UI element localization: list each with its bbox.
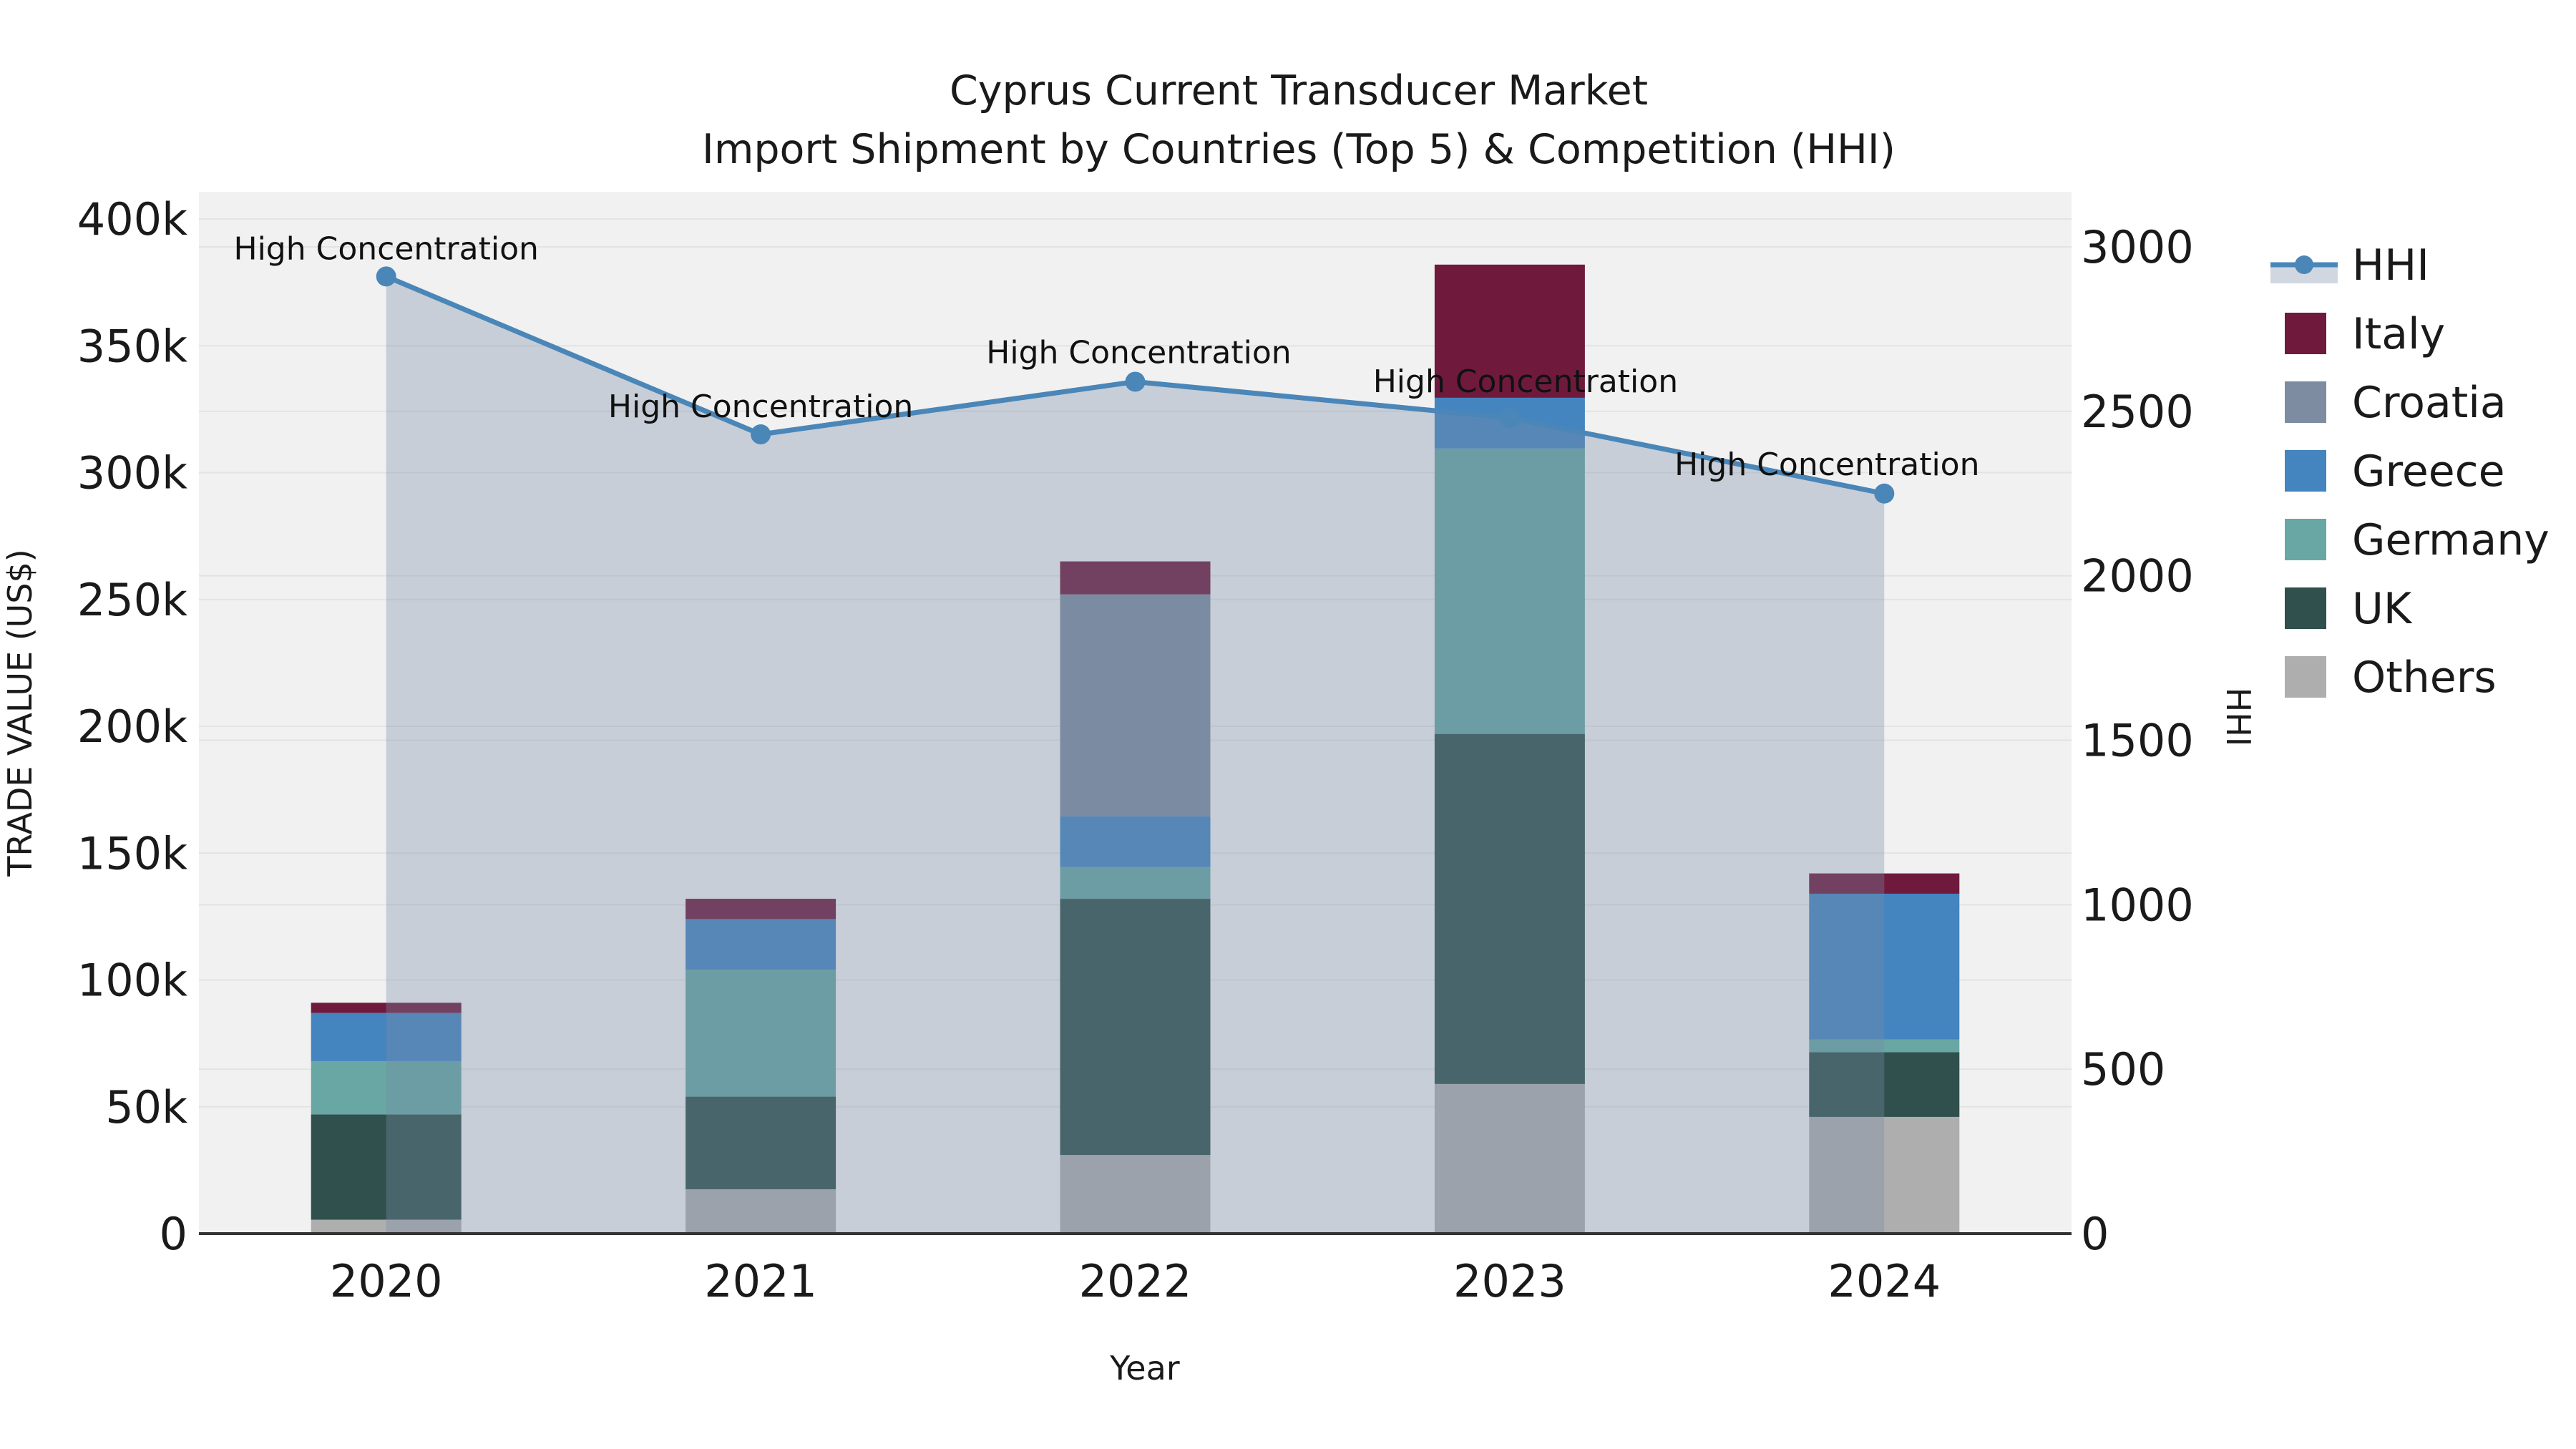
y-right-tick-label-3000: 3000 xyxy=(2081,221,2194,273)
annotation-2024: High Concentration xyxy=(1674,447,1979,483)
y-left-tick-label-150k: 150k xyxy=(77,827,187,879)
x-tick-label-2024: 2024 xyxy=(1828,1255,1941,1307)
bar-segment-others-2023 xyxy=(1434,1083,1585,1234)
bars-group xyxy=(311,264,1960,1234)
bar-segment-italy-2023 xyxy=(1434,264,1585,398)
bar-segment-croatia-2022 xyxy=(1060,594,1211,816)
bar-segment-others-2022 xyxy=(1060,1155,1211,1234)
bar-segment-others-2024 xyxy=(1809,1116,1960,1234)
legend-label-italy: Italy xyxy=(2352,309,2445,359)
legend-item-hhi: HHI xyxy=(2270,240,2429,291)
y-right-tick-label-1000: 1000 xyxy=(2081,879,2194,931)
chart-render-root: High Concentration High Concentration High… xyxy=(77,192,2550,1307)
chart-title-line1: Cyprus Current Transducer Market xyxy=(950,67,1648,114)
legend-item-germany: Germany xyxy=(2285,515,2550,565)
legend-label-germany: Germany xyxy=(2352,515,2550,565)
y-left-tick-label-200k: 200k xyxy=(77,701,187,753)
bar-segment-greece-2022 xyxy=(1060,816,1211,867)
bar-segment-greece-2021 xyxy=(686,919,836,970)
chart-title-line2: Import Shipment by Countries (Top 5) & C… xyxy=(702,126,1896,173)
legend-swatch-germany xyxy=(2285,519,2326,560)
hhi-marker-2022 xyxy=(1125,371,1146,392)
y-right-tick-label-2000: 2000 xyxy=(2081,550,2194,602)
y-left-tick-label-350k: 350k xyxy=(77,320,187,372)
bar-segment-uk-2020 xyxy=(311,1114,462,1220)
legend-item-italy: Italy xyxy=(2285,309,2445,359)
y-left-tick-label-300k: 300k xyxy=(77,447,187,499)
bar-segment-uk-2023 xyxy=(1434,733,1585,1084)
legend-swatch-italy xyxy=(2285,313,2326,354)
bar-segment-germany-2022 xyxy=(1060,867,1211,899)
x-tick-label-2020: 2020 xyxy=(330,1255,443,1307)
x-axis-title: Year xyxy=(1109,1349,1179,1387)
annotation-2022: High Concentration xyxy=(986,334,1291,371)
legend-item-uk: UK xyxy=(2285,584,2413,634)
legend-label-uk: UK xyxy=(2352,584,2413,634)
bar-segment-germany-2021 xyxy=(686,970,836,1097)
hhi-marker-2021 xyxy=(751,424,771,445)
bar-segment-uk-2021 xyxy=(686,1096,836,1189)
legend-label-hhi: HHI xyxy=(2352,240,2429,291)
hhi-marker-2023 xyxy=(1499,408,1520,429)
y-left-tick-label-400k: 400k xyxy=(77,193,187,245)
legend-item-others: Others xyxy=(2285,653,2497,703)
bar-segment-uk-2022 xyxy=(1060,899,1211,1156)
legend-item-greece: Greece xyxy=(2285,447,2505,497)
y-left-tick-label-100k: 100k xyxy=(77,955,187,1007)
bar-segment-germany-2024 xyxy=(1809,1039,1960,1053)
x-tick-label-2023: 2023 xyxy=(1453,1255,1566,1307)
bar-segment-germany-2023 xyxy=(1434,448,1585,734)
bar-segment-greece-2020 xyxy=(311,1013,462,1061)
legend-label-greece: Greece xyxy=(2352,447,2505,497)
x-tick-label-2021: 2021 xyxy=(704,1255,817,1307)
legend-swatch-croatia xyxy=(2285,381,2326,423)
annotation-2023: High Concentration xyxy=(1373,364,1678,400)
hhi-area-fill xyxy=(386,276,1885,1234)
y-right-tick-label-500: 500 xyxy=(2081,1043,2165,1096)
bar-segment-italy-2024 xyxy=(1809,873,1960,894)
bar-segment-uk-2024 xyxy=(1809,1052,1960,1117)
x-tick-label-2022: 2022 xyxy=(1079,1255,1192,1307)
legend-swatch-others xyxy=(2285,656,2326,698)
hhi-marker-2024 xyxy=(1874,483,1895,504)
y-left-tick-label-0: 0 xyxy=(160,1208,187,1260)
bar-segment-italy-2020 xyxy=(311,1002,462,1013)
y-left-tick-label-250k: 250k xyxy=(77,574,187,626)
bar-segment-others-2020 xyxy=(311,1219,462,1234)
bar-segment-others-2021 xyxy=(686,1189,836,1234)
annotation-2021: High Concentration xyxy=(608,389,913,425)
bar-segment-italy-2022 xyxy=(1060,561,1211,595)
legend-label-croatia: Croatia xyxy=(2352,378,2507,428)
y-right-tick-label-1500: 1500 xyxy=(2081,715,2194,767)
bar-segment-germany-2020 xyxy=(311,1060,462,1115)
legend-swatch-greece xyxy=(2285,450,2326,492)
y-right-axis-title: HHI xyxy=(2219,688,2258,747)
bar-segment-greece-2024 xyxy=(1809,893,1960,1040)
y-right-tick-label-2500: 2500 xyxy=(2081,386,2194,438)
bar-segment-italy-2021 xyxy=(686,899,836,919)
legend-item-croatia: Croatia xyxy=(2285,378,2507,428)
legend-swatch-uk xyxy=(2285,587,2326,629)
legend-label-others: Others xyxy=(2352,653,2497,703)
hhi-marker-2020 xyxy=(376,266,396,287)
y-right-tick-label-0: 0 xyxy=(2081,1208,2109,1260)
y-left-axis-title: TRADE VALUE (US$) xyxy=(1,549,39,877)
y-left-tick-label-50k: 50k xyxy=(105,1081,187,1133)
legend-hhi-marker-sample xyxy=(2295,255,2313,274)
legend: HHI Italy Croatia Greece Germany UK Others xyxy=(2270,240,2550,703)
annotation-2020: High Concentration xyxy=(234,230,539,267)
